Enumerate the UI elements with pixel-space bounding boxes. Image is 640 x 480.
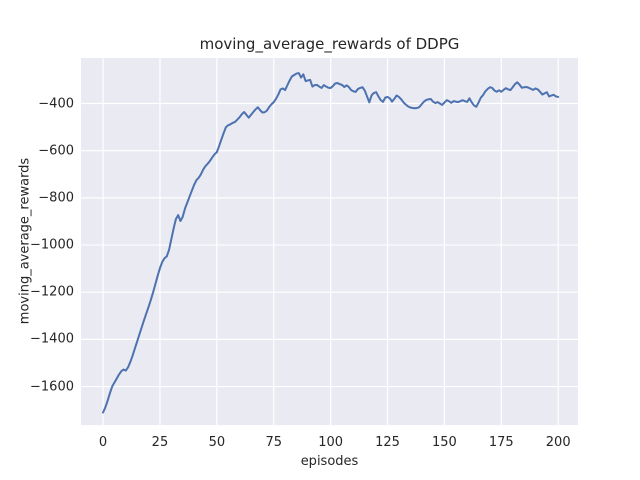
y-tick-label: −1200 <box>30 284 74 300</box>
y-tick-label: −1400 <box>30 331 74 347</box>
data-line <box>102 72 560 414</box>
y-tick-label: −800 <box>38 190 74 206</box>
x-tick-label: 175 <box>488 435 514 450</box>
x-tick-label: 150 <box>431 435 457 450</box>
x-tick-label: 0 <box>98 435 108 450</box>
y-axis-label: moving_average_rewards <box>17 157 33 325</box>
y-tick-label: −1600 <box>30 379 74 395</box>
y-tick-label: −1000 <box>30 237 74 253</box>
x-tick-label: 75 <box>265 435 283 450</box>
x-tick-label: 200 <box>545 435 571 450</box>
x-axis-label: episodes <box>300 454 359 469</box>
line-chart-svg <box>81 58 578 425</box>
y-tick-label: −400 <box>38 96 74 112</box>
y-tick-label: −600 <box>38 143 74 159</box>
x-tick-label: 100 <box>318 435 344 450</box>
x-tick-label: 25 <box>151 435 169 450</box>
x-tick-label: 125 <box>375 435 400 450</box>
plot-area <box>81 58 578 425</box>
x-tick-label: 50 <box>208 435 226 450</box>
chart-title: moving_average_rewards of DDPG <box>199 35 460 53</box>
